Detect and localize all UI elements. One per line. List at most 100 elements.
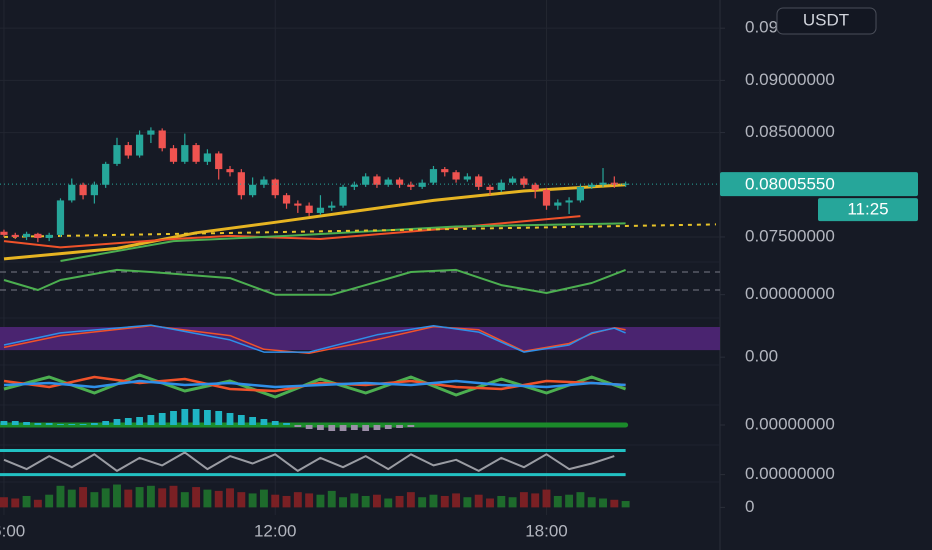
indicator-line [3, 373, 627, 399]
volume-bar [463, 497, 472, 508]
histogram-bar [0, 421, 8, 425]
volume-bar [395, 495, 404, 508]
histogram-bar [226, 413, 234, 425]
candle-body [113, 145, 121, 164]
volume-bar [542, 489, 551, 508]
volume-bar [576, 492, 585, 508]
histogram-bar [362, 425, 370, 431]
histogram-bar [237, 415, 245, 425]
candle-body [576, 186, 585, 201]
volume-bar [282, 495, 291, 508]
candle-body [531, 184, 539, 190]
candle-body [192, 145, 200, 162]
candle-body [508, 178, 517, 183]
volume-bar [474, 494, 483, 508]
y-tick-label: 0.07500000 [745, 226, 835, 245]
histogram-bar [34, 423, 42, 425]
volume-bar [146, 485, 155, 508]
histogram-bar [215, 411, 223, 425]
volume-bar [339, 497, 348, 508]
indicator-line [3, 375, 626, 393]
candle-body [181, 145, 189, 162]
candle-body [407, 184, 415, 187]
candle-body [463, 176, 471, 180]
candle-body [520, 178, 528, 185]
countdown-box [818, 198, 918, 222]
histogram-bar [68, 424, 76, 425]
candle-body [486, 186, 494, 190]
currency-label: USDT [803, 10, 849, 29]
histogram-bar [350, 425, 358, 430]
histogram-bar [373, 425, 381, 430]
volume-bar [429, 494, 438, 508]
volume-bar [135, 487, 144, 508]
volume-bar [587, 497, 596, 508]
histogram-bar [317, 425, 324, 430]
histogram-bar [339, 425, 347, 431]
indicator-line [3, 379, 626, 389]
histogram-bar [384, 425, 392, 429]
histogram-bar [113, 419, 121, 425]
indicator-line [3, 268, 626, 296]
candle-body [147, 130, 155, 135]
volume-bar [497, 495, 506, 508]
candle-body [203, 153, 212, 162]
histogram-bar [11, 421, 19, 425]
candle-body [237, 172, 245, 196]
volume-bar [11, 498, 20, 508]
candle-body [350, 184, 358, 187]
candle-body [362, 176, 370, 185]
volume-bar [327, 490, 336, 508]
volume-bar [90, 492, 99, 508]
volume-bar [305, 493, 314, 508]
volume-bar [0, 497, 8, 508]
volume-bar [271, 494, 280, 508]
histogram-bar [204, 410, 211, 425]
histogram-bar [396, 425, 403, 428]
candle-body [34, 233, 42, 238]
volume-bar [22, 495, 31, 508]
histogram-bar [328, 425, 336, 431]
volume-bar [169, 485, 178, 508]
candle-body [11, 234, 19, 237]
candle-body [102, 163, 110, 185]
candle-body [497, 182, 505, 190]
x-tick-label: 12:00 [254, 521, 297, 540]
candle-body [45, 234, 53, 238]
indicator-line [3, 451, 615, 472]
candle-body [158, 130, 166, 149]
volume-bar [384, 498, 393, 508]
volume-bar [610, 499, 619, 508]
candle-body [441, 169, 449, 173]
currency-box [776, 7, 877, 35]
y-tick-label: 0.08500000 [745, 122, 835, 141]
candle-body [610, 182, 618, 185]
volume-bar [113, 484, 121, 508]
indicator-line [3, 215, 581, 249]
candle-body [56, 200, 65, 235]
volume-bar [158, 488, 167, 508]
indicator-line [3, 183, 626, 261]
candle-body [22, 233, 31, 237]
last-price-box [720, 172, 918, 197]
last-price-label: 0.08005550 [745, 175, 835, 194]
y-tick-label: 0.09000000 [745, 70, 835, 89]
histogram-bar [79, 424, 87, 425]
candle-body [475, 176, 483, 187]
volume-bar [452, 493, 461, 508]
histogram-bar [147, 415, 155, 425]
histogram-bar [260, 419, 268, 425]
countdown-label: 11:25 [847, 200, 888, 219]
candle-body [373, 176, 381, 185]
histogram-bar [124, 418, 132, 425]
histogram-bar [90, 423, 98, 425]
indicator-line [3, 324, 626, 353]
candle-body [271, 179, 279, 196]
candle-body [282, 195, 291, 204]
histogram-bar [181, 409, 189, 425]
candle-body [79, 184, 87, 196]
y-tick-label: 0.00000000 [745, 284, 835, 303]
volume-bar [56, 485, 65, 508]
